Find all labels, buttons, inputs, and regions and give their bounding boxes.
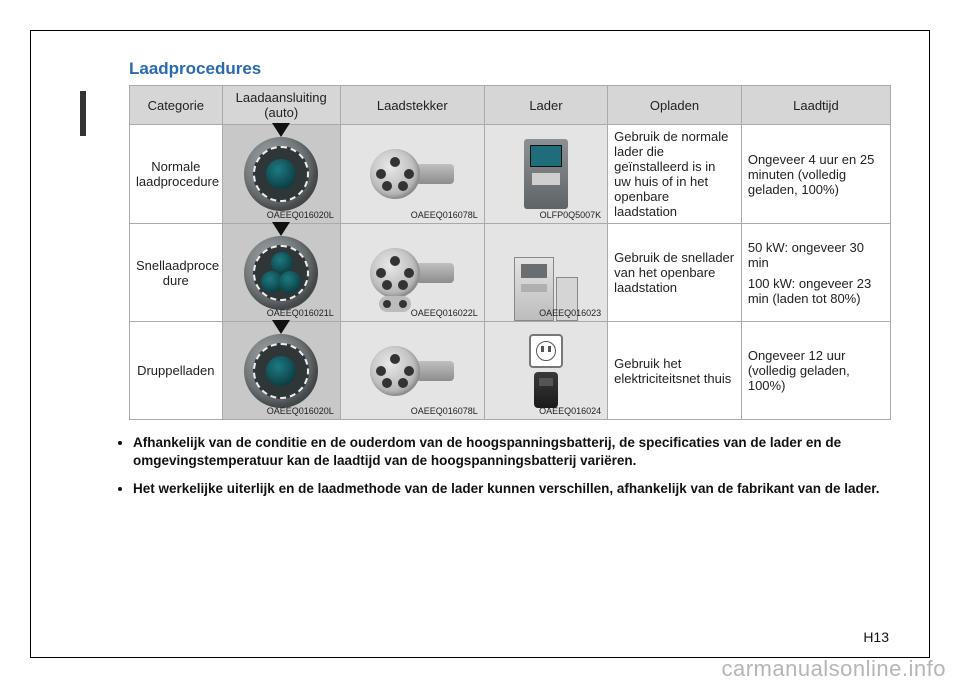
type2-plug-icon: [370, 346, 420, 396]
col-plug: Laadstekker: [340, 86, 484, 125]
laadtijd-line: 50 kW: ongeveer 30 min: [748, 240, 884, 270]
table-row: Normale laadprocedure OAEEQ016020L: [130, 125, 891, 224]
image-code: OAEEQ016021L: [267, 308, 334, 318]
cell-plug-image: OAEEQ016022L: [340, 224, 484, 322]
table-row: Druppelladen OAEEQ016020L: [130, 322, 891, 420]
cell-category: Normale laadprocedure: [130, 125, 223, 224]
image-code: OAEEQ016020L: [267, 406, 334, 416]
cell-charger-image: OAEEQ016023: [484, 224, 607, 322]
ccs-plug-icon: [370, 248, 420, 298]
image-code: OLFP0Q5007K: [540, 210, 602, 220]
table-header-row: Categorie Laadaansluiting (auto) Laadste…: [130, 86, 891, 125]
page: Laadprocedures Categorie Laadaansluiting…: [30, 30, 930, 658]
cell-plug-image: OAEEQ016078L: [340, 322, 484, 420]
cell-laadtijd: 50 kW: ongeveer 30 min 100 kW: ongeveer …: [741, 224, 890, 322]
image-code: OAEEQ016022L: [411, 308, 478, 318]
cell-charger-image: OLFP0Q5007K: [484, 125, 607, 224]
col-inlet: Laadaansluiting (auto): [222, 86, 340, 125]
col-charger: Lader: [484, 86, 607, 125]
cell-category: Snellaadproce dure: [130, 224, 223, 322]
note-item: Het werkelijke uiterlijk en de laadmetho…: [133, 480, 887, 498]
cell-opladen: Gebruik de snellader van het openbare la…: [608, 224, 742, 322]
notes-list: Afhankelijk van de conditie en de ouderd…: [129, 434, 891, 499]
watermark: carmanualsonline.info: [721, 656, 946, 682]
note-item: Afhankelijk van de conditie en de ouderd…: [133, 434, 887, 470]
cell-laadtijd: Ongeveer 12 uur (volledig geladen, 100%): [741, 322, 890, 420]
arrow-down-icon: [272, 222, 290, 236]
col-category: Categorie: [130, 86, 223, 125]
ac-station-icon: [524, 139, 568, 209]
arrow-down-icon: [272, 123, 290, 137]
home-outlet-icon: [485, 322, 607, 419]
cell-opladen: Gebruik het elektriciteitsnet thuis: [608, 322, 742, 420]
col-opladen: Opladen: [608, 86, 742, 125]
cell-inlet-image: OAEEQ016020L: [222, 322, 340, 420]
cell-category: Druppelladen: [130, 322, 223, 420]
type2-plug-icon: [370, 149, 420, 199]
cell-inlet-image: OAEEQ016021L: [222, 224, 340, 322]
table-row: Snellaadproce dure OAEEQ016021L: [130, 224, 891, 322]
cell-opladen: Gebruik de normale lader die geïnstallee…: [608, 125, 742, 224]
cell-inlet-image: OAEEQ016020L: [222, 125, 340, 224]
laadtijd-line: 100 kW: ongeveer 23 min (laden tot 80%): [748, 276, 884, 306]
col-laadtijd: Laadtijd: [741, 86, 890, 125]
page-number: H13: [863, 629, 889, 645]
cell-charger-image: OAEEQ016024: [484, 322, 607, 420]
dc-station-icon: [485, 224, 607, 321]
image-code: OAEEQ016078L: [411, 406, 478, 416]
cell-laadtijd: Ongeveer 4 uur en 25 minuten (volledig g…: [741, 125, 890, 224]
accent-bar: [80, 91, 86, 136]
charging-table: Categorie Laadaansluiting (auto) Laadste…: [129, 85, 891, 420]
image-code: OAEEQ016024: [539, 406, 601, 416]
cell-plug-image: OAEEQ016078L: [340, 125, 484, 224]
image-code: OAEEQ016020L: [267, 210, 334, 220]
image-code: OAEEQ016078L: [411, 210, 478, 220]
section-title: Laadprocedures: [129, 59, 891, 79]
arrow-down-icon: [272, 320, 290, 334]
image-code: OAEEQ016023: [539, 308, 601, 318]
